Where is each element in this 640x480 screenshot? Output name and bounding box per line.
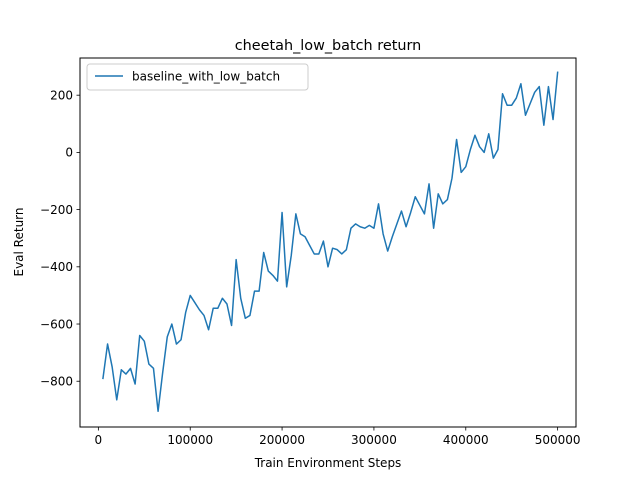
plot-area — [79, 57, 577, 428]
y-tick-label: −600 — [40, 317, 73, 331]
legend-label: baseline_with_low_batch — [132, 70, 280, 84]
y-tick-label: 200 — [50, 88, 73, 102]
x-tick-label: 300000 — [351, 433, 397, 447]
x-axis-title: Train Environment Steps — [254, 456, 402, 470]
x-tick-label: 0 — [95, 433, 103, 447]
x-tick-label: 200000 — [259, 433, 305, 447]
y-tick-label: −800 — [40, 375, 73, 389]
chart-title: cheetah_low_batch return — [235, 38, 422, 54]
x-axis: 0 100000 200000 300000 400000 500000 — [95, 427, 581, 447]
legend: baseline_with_low_batch — [86, 63, 309, 91]
x-tick-label: 400000 — [443, 433, 489, 447]
plot-frame — [79, 57, 577, 428]
y-axis-title: Eval Return — [12, 207, 26, 276]
x-tick-label: 500000 — [535, 433, 581, 447]
series-layer — [102, 71, 559, 413]
y-tick-label: −200 — [40, 203, 73, 217]
y-tick-label: 0 — [65, 146, 73, 160]
y-axis: −800 −600 −400 −200 0 200 — [40, 88, 80, 389]
y-tick-label: −400 — [40, 260, 73, 274]
series-line-0 — [102, 71, 559, 413]
x-tick-label: 100000 — [167, 433, 213, 447]
legend-box — [86, 63, 309, 91]
